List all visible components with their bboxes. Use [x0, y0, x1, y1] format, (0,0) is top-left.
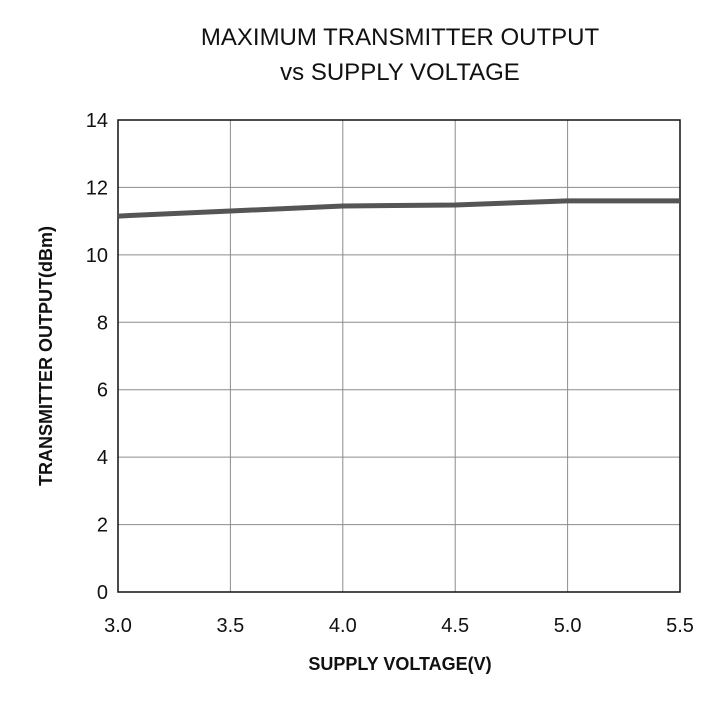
series-layer — [117, 198, 680, 219]
y-tick-label: 14 — [86, 110, 108, 132]
plot-frame — [117, 119, 681, 593]
x-tick-labels: 3.0 3.5 4.0 4.5 5.0 5.5 — [104, 615, 694, 637]
y-tick-label: 6 — [97, 380, 108, 402]
series-line — [117, 198, 680, 219]
x-tick-label: 5.0 — [554, 615, 582, 637]
chart-title-line-2: vs SUPPLY VOLTAGE — [280, 59, 520, 86]
y-axis-label: TRANSMITTER OUTPUT(dBm) — [36, 226, 56, 486]
x-tick-label: 5.5 — [666, 615, 694, 637]
x-tick-label: 3.5 — [216, 615, 244, 637]
x-tick-label: 4.5 — [441, 615, 469, 637]
y-tick-label: 12 — [86, 177, 108, 199]
y-tick-label: 2 — [97, 515, 108, 537]
chart-title-line-1: MAXIMUM TRANSMITTER OUTPUT — [201, 24, 600, 51]
y-tick-label: 4 — [97, 447, 108, 469]
x-axis-label: SUPPLY VOLTAGE(V) — [308, 654, 491, 674]
x-tick-label: 4.0 — [329, 615, 357, 637]
x-tick-label: 3.0 — [104, 615, 132, 637]
y-tick-label: 8 — [97, 312, 108, 334]
y-tick-labels: 0 2 4 6 8 10 12 14 — [86, 110, 108, 604]
y-tick-label: 10 — [86, 245, 108, 267]
y-tick-label: 0 — [97, 582, 108, 604]
plot-area-border — [117, 119, 681, 593]
